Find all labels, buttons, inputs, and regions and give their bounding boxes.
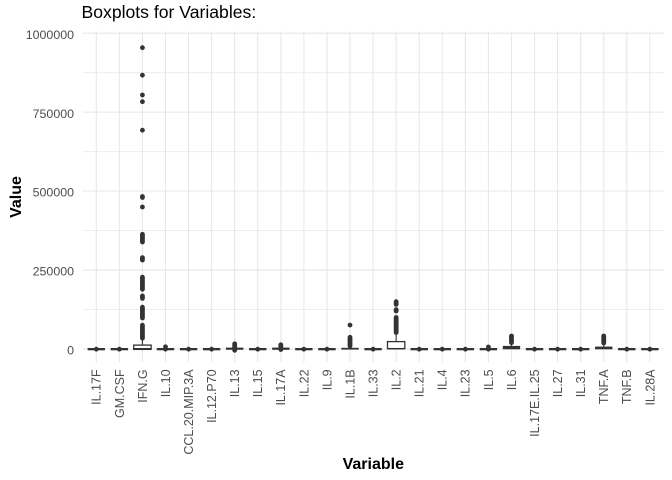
- svg-text:IL.33: IL.33: [366, 369, 380, 397]
- svg-text:IL.28A: IL.28A: [643, 369, 657, 406]
- svg-text:500000: 500000: [33, 186, 74, 200]
- svg-text:TNF.A: TNF.A: [597, 369, 611, 404]
- svg-text:IL.17A: IL.17A: [274, 369, 288, 406]
- svg-text:IL.5: IL.5: [482, 369, 496, 390]
- svg-text:IL.10: IL.10: [159, 369, 173, 397]
- svg-text:IL.2: IL.2: [390, 369, 404, 390]
- svg-text:IL.23: IL.23: [459, 369, 473, 397]
- svg-text:IL.17F: IL.17F: [90, 369, 104, 405]
- svg-text:IL.15: IL.15: [251, 369, 265, 397]
- svg-text:IL.17E.IL.25: IL.17E.IL.25: [528, 369, 542, 436]
- svg-text:750000: 750000: [33, 107, 74, 121]
- svg-text:IL.4: IL.4: [436, 369, 450, 390]
- svg-text:IL.13: IL.13: [228, 369, 242, 397]
- svg-text:IL.27: IL.27: [551, 369, 565, 397]
- svg-text:IL.9: IL.9: [320, 369, 334, 390]
- svg-text:1000000: 1000000: [26, 28, 74, 42]
- svg-text:Variable: Variable: [343, 456, 404, 473]
- svg-text:IL.21: IL.21: [413, 369, 427, 397]
- svg-text:IL.12.P70: IL.12.P70: [205, 369, 219, 423]
- svg-text:IL.1B: IL.1B: [343, 369, 357, 398]
- svg-text:CCL.20.MIP.3A: CCL.20.MIP.3A: [182, 369, 196, 455]
- svg-text:IFN.G: IFN.G: [136, 369, 150, 402]
- svg-text:0: 0: [67, 344, 74, 358]
- svg-text:250000: 250000: [33, 265, 74, 279]
- svg-text:IL.22: IL.22: [297, 369, 311, 397]
- svg-text:GM.CSF: GM.CSF: [113, 369, 127, 418]
- svg-text:IL.6: IL.6: [505, 369, 519, 390]
- svg-text:Boxplots for Variables:: Boxplots for Variables:: [82, 2, 257, 22]
- svg-text:TNF.B: TNF.B: [620, 369, 634, 404]
- svg-text:Value: Value: [8, 176, 25, 218]
- svg-text:IL.31: IL.31: [574, 369, 588, 397]
